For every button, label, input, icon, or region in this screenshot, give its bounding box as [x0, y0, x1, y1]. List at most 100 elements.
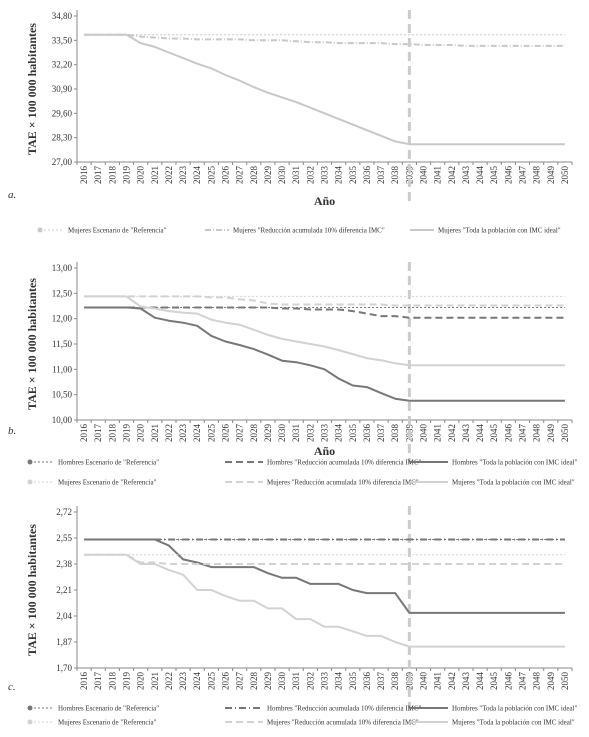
legend-marker [27, 705, 33, 711]
x-tick-label: 2021 [150, 166, 160, 184]
x-tick-label: 2048 [532, 672, 542, 691]
x-tick-label: 2032 [305, 424, 315, 442]
x-tick-label: 2050 [560, 166, 570, 185]
x-tick-label: 2045 [489, 672, 499, 691]
x-tick-label: 2017 [93, 424, 103, 443]
x-tick-label: 2045 [489, 424, 499, 443]
x-tick-label: 2039 [404, 166, 414, 185]
x-tick-label: 2026 [221, 424, 231, 443]
y-tick-label: 2,38 [56, 559, 72, 569]
x-tick-label: 2047 [518, 672, 528, 691]
y-tick-label: 10,50 [52, 390, 73, 400]
x-tick-label: 2019 [122, 672, 132, 691]
legend-label: Mujeres "Toda la población con IMC ideal… [438, 227, 561, 235]
x-tick-label: 2041 [433, 166, 443, 184]
x-tick-label: 2049 [546, 672, 556, 691]
x-tick-label: 2023 [178, 424, 188, 443]
x-tick-label: 2035 [348, 424, 358, 443]
x-tick-label: 2033 [320, 424, 330, 443]
legend-label: Mujeres "Reducción acumulada 10% diferen… [267, 719, 419, 727]
x-tick-label: 2038 [390, 424, 400, 443]
x-tick-label: 2024 [192, 672, 202, 691]
x-tick-label: 2016 [79, 424, 89, 443]
y-tick-label: 11,50 [52, 339, 72, 349]
x-tick-label: 2033 [320, 672, 330, 691]
x-tick-label: 2019 [122, 424, 132, 443]
x-tick-label: 2047 [518, 166, 528, 185]
legend-label: Mujeres Escenario de "Referencia" [58, 479, 157, 487]
x-tick-label: 2038 [390, 166, 400, 185]
y-tick-label: 11,00 [52, 364, 72, 374]
legend-label: Hombres "Toda la población con IMC ideal… [452, 459, 578, 467]
x-tick-label: 2040 [419, 672, 429, 691]
x-tick-label: 2025 [206, 672, 216, 691]
legend-label: Hombres "Reducción acumulada 10% diferen… [267, 459, 422, 467]
y-tick-label: 34,80 [52, 11, 73, 21]
x-tick-label: 2031 [291, 424, 301, 442]
legend-marker [27, 719, 33, 725]
x-tick-label: 2027 [235, 424, 245, 443]
x-tick-label: 2037 [376, 672, 386, 691]
x-tick-label: 2044 [475, 672, 485, 691]
x-tick-label: 2016 [79, 166, 89, 185]
legend-label: Mujeres "Toda la población con IMC ideal… [452, 719, 575, 727]
x-tick-label: 2018 [107, 424, 117, 443]
x-tick-label: 2018 [107, 672, 117, 691]
legend-marker [27, 479, 33, 485]
y-tick-label: 1,87 [56, 637, 72, 647]
x-tick-label: 2047 [518, 424, 528, 443]
panel-label: a. [8, 189, 16, 201]
x-tick-label: 2029 [263, 166, 273, 185]
x-tick-label: 2027 [235, 166, 245, 185]
legend-label: Hombres "Reducción acumulada 10% diferen… [267, 705, 422, 713]
series-line-2 [84, 306, 565, 319]
x-tick-label: 2023 [178, 672, 188, 691]
x-tick-label: 2016 [79, 672, 89, 691]
x-tick-label: 2044 [475, 166, 485, 185]
x-tick-label: 2028 [249, 424, 259, 443]
x-tick-label: 2043 [461, 672, 471, 691]
series-line-6 [84, 553, 565, 648]
x-axis-title: Año [314, 194, 335, 208]
x-tick-label: 2028 [249, 672, 259, 691]
x-tick-label: 2049 [546, 424, 556, 443]
x-tick-label: 2029 [263, 424, 273, 443]
legend-label: Hombres Escenario de "Referencia" [58, 459, 159, 467]
x-tick-label: 2034 [334, 166, 344, 185]
panel-label: b. [8, 425, 16, 437]
x-tick-label: 2042 [447, 672, 457, 690]
x-tick-label: 2040 [419, 424, 429, 443]
x-axis-title: Año [314, 444, 335, 458]
legend-label: Mujeres Escenario de "Referencia" [58, 719, 157, 727]
legend-label: Mujeres Escenario de "Referencia" [68, 227, 167, 235]
y-tick-label: 12,50 [52, 288, 73, 298]
x-tick-label: 2022 [164, 166, 174, 184]
x-tick-label: 2026 [221, 672, 231, 691]
x-tick-label: 2046 [503, 424, 513, 443]
x-tick-label: 2034 [334, 424, 344, 443]
x-tick-label: 2032 [305, 166, 315, 184]
series-line-6 [84, 295, 565, 367]
x-tick-label: 2021 [150, 672, 160, 690]
y-tick-label: 27,00 [52, 157, 73, 167]
series-line-5 [84, 295, 565, 307]
x-tick-label: 2046 [503, 672, 513, 691]
x-tick-label: 2038 [390, 672, 400, 691]
x-tick-label: 2027 [235, 672, 245, 691]
y-tick-label: 13,00 [52, 263, 73, 273]
legend: Hombres Escenario de "Referencia" Hombres… [27, 459, 578, 487]
x-tick-label: 2042 [447, 166, 457, 184]
x-tick-label: 2046 [503, 166, 513, 185]
x-tick-label: 2048 [532, 166, 542, 185]
legend-label: Mujeres "Reducción acumulada 10% diferen… [233, 227, 385, 235]
x-tick-label: 2030 [277, 424, 287, 443]
x-tick-label: 2037 [376, 424, 386, 443]
x-tick-label: 2030 [277, 166, 287, 185]
y-tick-label: 2,04 [56, 611, 72, 621]
y-axis-title: TAE × 100 000 habitantes [25, 278, 39, 410]
y-tick-label: 12,00 [52, 314, 73, 324]
x-tick-label: 2040 [419, 166, 429, 185]
series-line-3 [84, 33, 565, 146]
x-tick-label: 2043 [461, 424, 471, 443]
